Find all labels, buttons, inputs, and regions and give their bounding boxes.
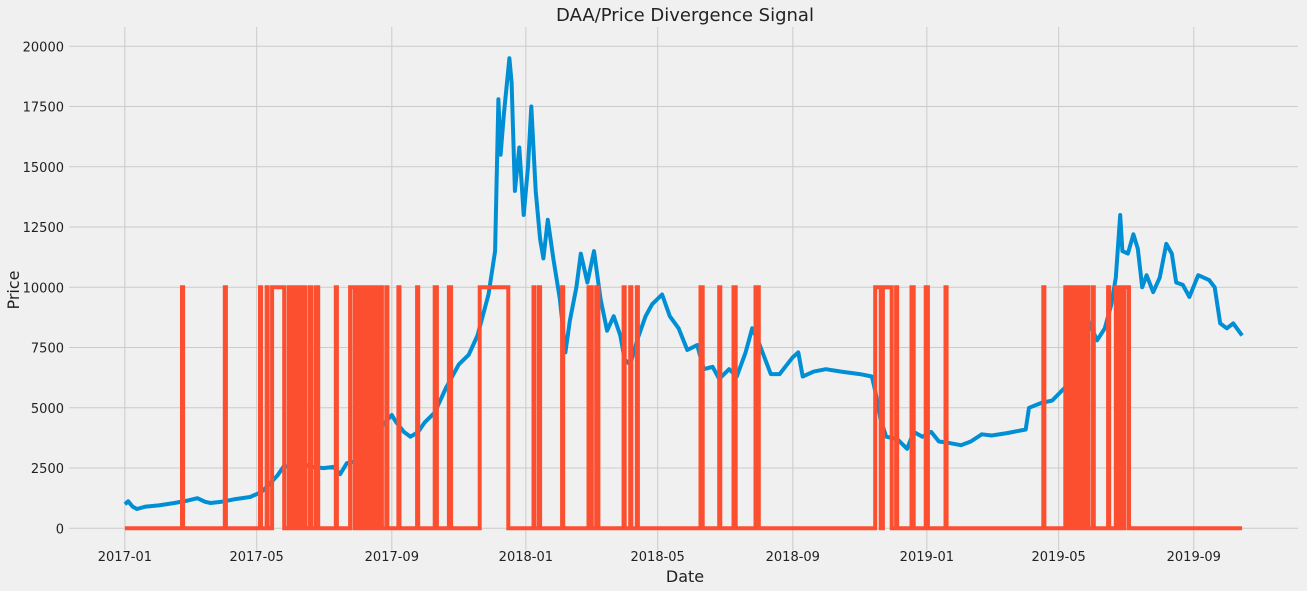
x-tick-label: 2017-01 bbox=[98, 550, 152, 565]
y-tick-label: 20000 bbox=[23, 40, 64, 55]
y-tick-label: 17500 bbox=[23, 101, 64, 116]
chart-title: DAA/Price Divergence Signal bbox=[556, 5, 814, 26]
x-tick-label: 2018-01 bbox=[499, 550, 553, 565]
y-axis-label: Price bbox=[4, 270, 23, 309]
y-tick-label: 10000 bbox=[23, 281, 64, 296]
y-tick-label: 12500 bbox=[23, 221, 64, 236]
series-line-price bbox=[123, 56, 1244, 511]
y-tick-label: 7500 bbox=[31, 342, 64, 357]
series-line-signal bbox=[124, 285, 1243, 531]
y-axis: 0 2500 5000 7500 10000 12500 15000 17500 20000 bbox=[23, 40, 64, 537]
y-tick-label: 0 bbox=[56, 522, 64, 537]
x-tick-label: 2017-09 bbox=[365, 550, 419, 565]
x-tick-label: 2019-09 bbox=[1167, 550, 1221, 565]
y-tick-label: 2500 bbox=[31, 462, 64, 477]
x-axis: 2017-01 2017-05 2017-09 2018-01 2018-05 2018-… bbox=[98, 550, 1221, 565]
y-tick-label: 5000 bbox=[31, 402, 64, 417]
x-tick-label: 2019-05 bbox=[1032, 550, 1086, 565]
series-group bbox=[123, 56, 1244, 531]
y-tick-label: 15000 bbox=[23, 161, 64, 176]
x-tick-label: 2017-05 bbox=[230, 550, 284, 565]
x-tick-label: 2018-05 bbox=[631, 550, 685, 565]
x-tick-label: 2018-09 bbox=[766, 550, 820, 565]
x-axis-label: Date bbox=[666, 567, 704, 586]
x-tick-label: 2019-01 bbox=[900, 550, 954, 565]
